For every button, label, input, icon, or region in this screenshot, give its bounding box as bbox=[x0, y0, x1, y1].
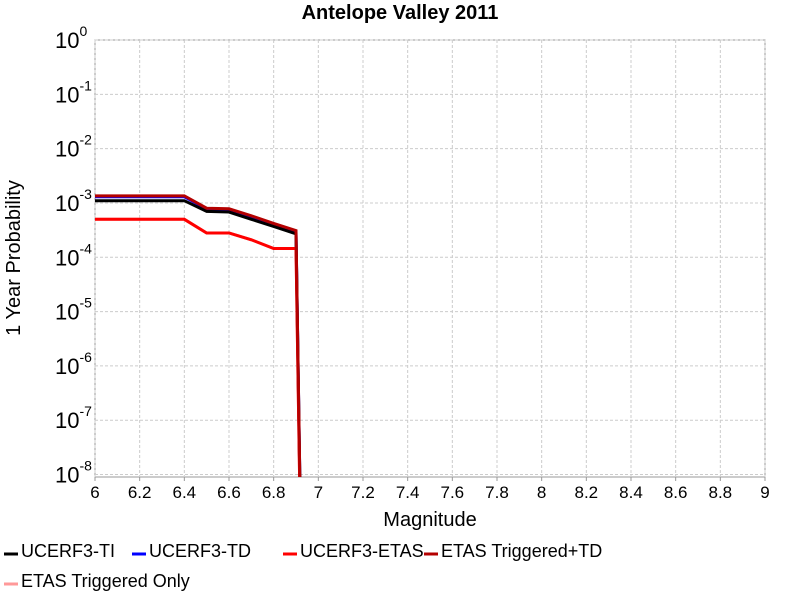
x-tick-label: 6 bbox=[90, 483, 99, 502]
y-tick-base: 10 bbox=[55, 408, 79, 433]
y-tick-exponent: -1 bbox=[79, 77, 92, 93]
y-tick-exponent: -7 bbox=[79, 403, 92, 419]
plot-area bbox=[94, 39, 766, 478]
y-tick-exponent: -3 bbox=[79, 186, 92, 202]
y-tick-label: 10-7 bbox=[55, 403, 92, 433]
y-tick-base: 10 bbox=[55, 300, 79, 325]
y-tick-exponent: -5 bbox=[79, 295, 92, 311]
y-tick-exponent: -4 bbox=[79, 240, 92, 256]
y-tick-base: 10 bbox=[55, 245, 79, 270]
x-tick-label: 7.4 bbox=[396, 483, 420, 502]
x-tick-label: 6.6 bbox=[217, 483, 241, 502]
x-tick-label: 8.4 bbox=[619, 483, 643, 502]
y-tick-label: 10-5 bbox=[55, 295, 92, 325]
y-tick-exponent: -6 bbox=[79, 349, 92, 365]
legend-label: UCERF3-TI bbox=[21, 541, 115, 561]
y-tick-label: 100 bbox=[55, 23, 87, 53]
chart-title: Antelope Valley 2011 bbox=[302, 2, 499, 24]
y-tick-base: 10 bbox=[55, 191, 79, 216]
y-tick-exponent: -2 bbox=[79, 132, 92, 148]
y-tick-base: 10 bbox=[55, 28, 79, 53]
x-tick-label: 7 bbox=[314, 483, 323, 502]
y-tick-base: 10 bbox=[55, 137, 79, 162]
legend-label: ETAS Triggered+TD bbox=[441, 541, 602, 561]
series-line bbox=[95, 199, 302, 477]
legend-label: UCERF3-TD bbox=[149, 541, 251, 561]
series-line bbox=[95, 194, 302, 477]
x-tick-label: 8 bbox=[537, 483, 546, 502]
y-axis-label: 1 Year Probability bbox=[3, 180, 25, 336]
y-tick-base: 10 bbox=[55, 354, 79, 379]
x-tick-label: 8.2 bbox=[575, 483, 599, 502]
y-tick-label: 10-3 bbox=[55, 186, 92, 216]
y-tick-label: 10-2 bbox=[55, 132, 92, 162]
y-tick-label: 10-6 bbox=[55, 349, 92, 379]
y-tick-label: 10-4 bbox=[55, 240, 92, 270]
x-tick-label: 8.6 bbox=[664, 483, 688, 502]
y-tick-label: 10-1 bbox=[55, 77, 92, 107]
x-tick-label: 7.6 bbox=[441, 483, 465, 502]
x-tick-label: 6.2 bbox=[128, 483, 152, 502]
x-tick-label: 9 bbox=[760, 483, 769, 502]
x-tick-label: 6.4 bbox=[173, 483, 197, 502]
legend-label: UCERF3-ETAS bbox=[300, 541, 424, 561]
x-tick-label: 7.2 bbox=[351, 483, 375, 502]
legend-label: ETAS Triggered Only bbox=[21, 571, 190, 591]
series-line bbox=[95, 217, 302, 477]
y-tick-base: 10 bbox=[55, 82, 79, 107]
x-tick-label: 7.8 bbox=[485, 483, 509, 502]
x-tick-label: 8.8 bbox=[709, 483, 733, 502]
y-tick-base: 10 bbox=[55, 463, 79, 488]
y-tick-label: 10-8 bbox=[55, 458, 92, 488]
y-tick-exponent: 0 bbox=[79, 23, 87, 39]
x-axis-label: Magnitude bbox=[383, 509, 476, 531]
x-tick-label: 6.8 bbox=[262, 483, 286, 502]
y-tick-exponent: -8 bbox=[79, 458, 92, 474]
